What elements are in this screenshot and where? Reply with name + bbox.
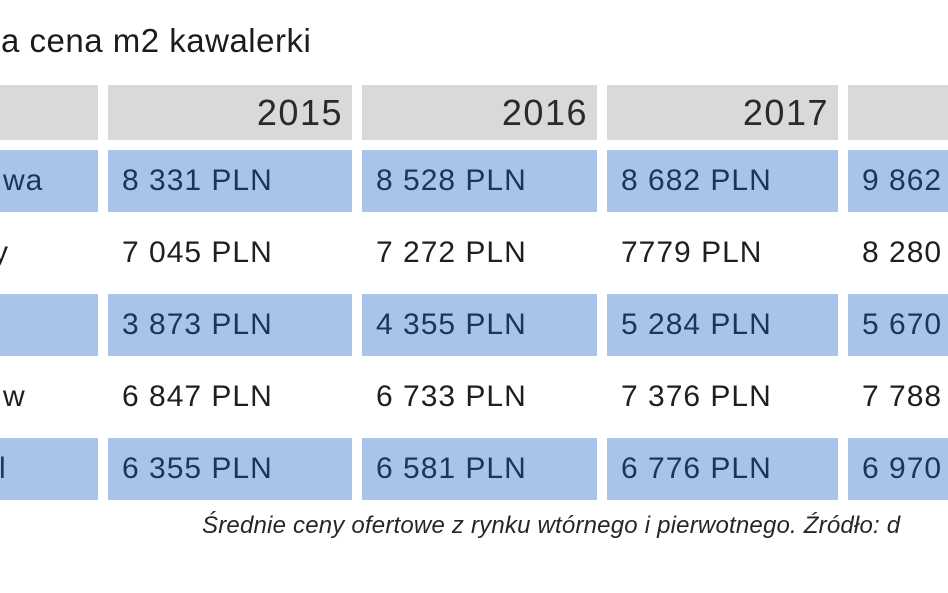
price-cell-cropped: 9 862 [848,150,948,212]
price-cell: 8 528 PLN [362,150,597,212]
price-cell: 8 331 PLN [108,150,352,212]
price-cell: 6 355 PLN [108,438,352,500]
price-cell: 5 284 PLN [607,294,838,356]
city-label-text: wa [3,164,44,197]
city-label-text: l [0,452,7,485]
header-cell-2018-cropped [848,85,948,140]
price-cell: 8 682 PLN [607,150,838,212]
price-cell: 7 376 PLN [607,366,838,428]
source-caption: Średnie ceny ofertowe z rynku wtórnego i… [202,512,901,539]
header-cell-2016: 2016 [362,85,597,140]
city-label: wa [0,150,98,212]
page-title: a cena m2 kawalerki [1,22,312,59]
price-table: 2015 2016 2017 wa 8 331 PLN 8 528 PLN 8 … [0,85,948,500]
city-label: y [0,222,98,284]
city-label-text: y [0,236,9,269]
price-cell: 6 776 PLN [607,438,838,500]
city-label: w [0,366,98,428]
header-cell-city [0,85,98,140]
price-cell: 6 847 PLN [108,366,352,428]
city-label: l [0,438,98,500]
city-label [0,294,98,356]
price-cell: 7 045 PLN [108,222,352,284]
price-cell-cropped: 5 670 [848,294,948,356]
price-cell: 7779 PLN [607,222,838,284]
price-cell: 6 581 PLN [362,438,597,500]
header-cell-2015: 2015 [108,85,352,140]
price-cell: 3 873 PLN [108,294,352,356]
price-cell-cropped: 6 970 [848,438,948,500]
price-cell: 7 272 PLN [362,222,597,284]
header-cell-2017: 2017 [607,85,838,140]
price-cell: 6 733 PLN [362,366,597,428]
price-cell-cropped: 8 280 [848,222,948,284]
price-cell: 4 355 PLN [362,294,597,356]
price-cell-cropped: 7 788 [848,366,948,428]
city-label-text: w [3,380,26,413]
